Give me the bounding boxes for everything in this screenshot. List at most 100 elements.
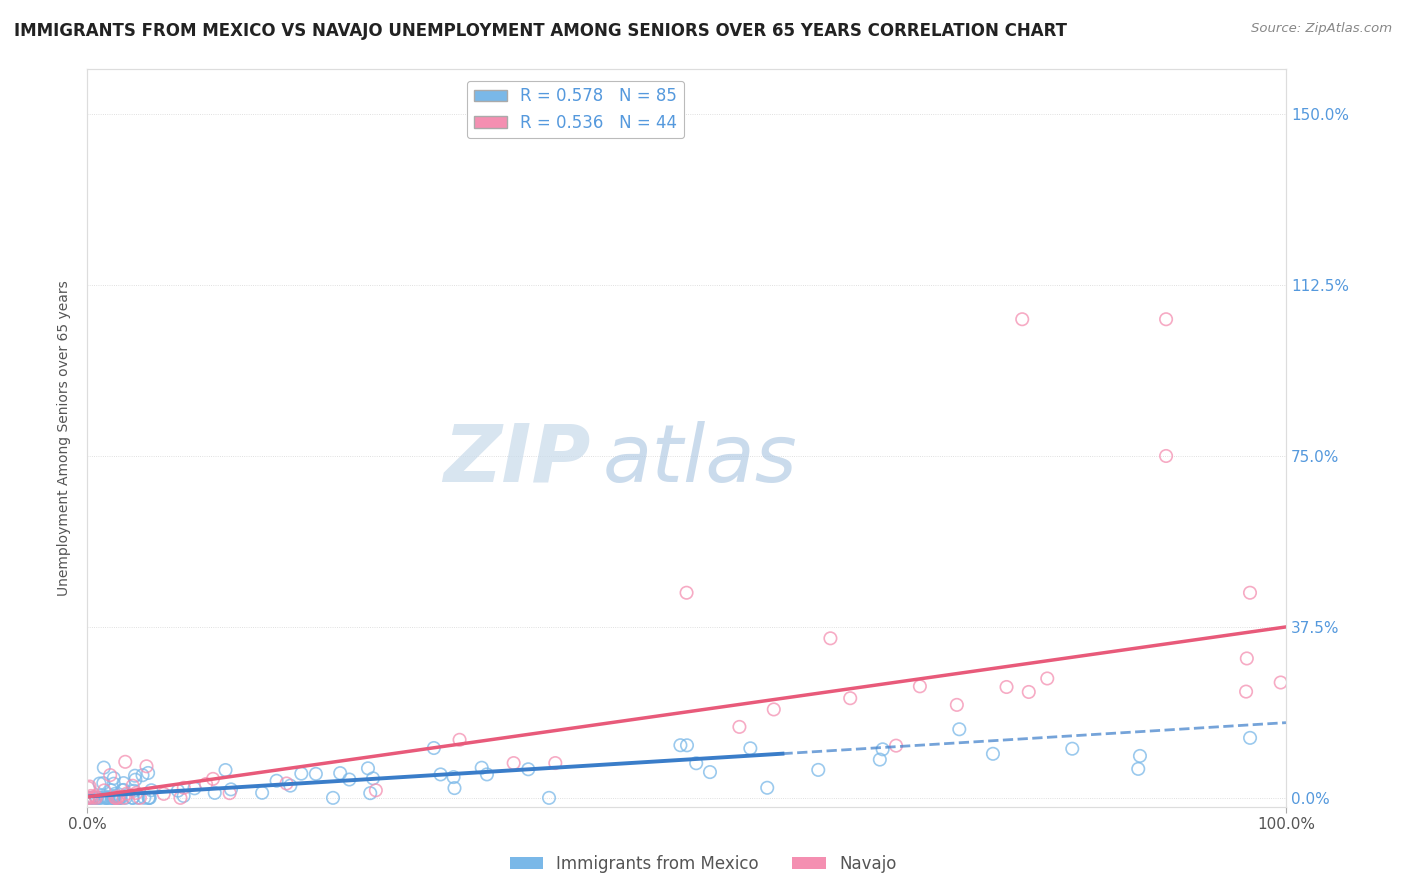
- Point: [136, 766, 159, 780]
- Point: [872, 742, 894, 756]
- Point: [502, 756, 524, 770]
- Point: [89, 776, 111, 790]
- Point: [1236, 651, 1258, 665]
- Y-axis label: Unemployment Among Seniors over 65 years: Unemployment Among Seniors over 65 years: [58, 280, 72, 596]
- Point: [173, 789, 195, 803]
- Point: [1129, 748, 1152, 763]
- Point: [77, 780, 100, 795]
- Point: [134, 790, 156, 805]
- Point: [1128, 762, 1150, 776]
- Point: [79, 780, 101, 794]
- Point: [204, 786, 226, 800]
- Point: [475, 767, 498, 781]
- Point: [104, 787, 127, 801]
- Point: [699, 765, 721, 780]
- Point: [1239, 731, 1261, 745]
- Point: [101, 790, 124, 805]
- Point: [981, 747, 1004, 761]
- Point: [517, 762, 540, 776]
- Point: [124, 772, 146, 787]
- Point: [676, 739, 699, 753]
- Point: [290, 766, 312, 780]
- Point: [364, 783, 387, 797]
- Point: [100, 783, 122, 797]
- Point: [125, 786, 148, 800]
- Point: [429, 767, 451, 781]
- Point: [1270, 675, 1292, 690]
- Point: [121, 790, 143, 805]
- Point: [740, 741, 762, 756]
- Point: [544, 756, 567, 770]
- Point: [103, 789, 125, 804]
- Point: [121, 779, 143, 793]
- Point: [112, 790, 135, 805]
- Point: [685, 756, 707, 771]
- Point: [471, 761, 494, 775]
- Point: [322, 790, 344, 805]
- Point: [141, 783, 163, 797]
- Point: [537, 790, 560, 805]
- Point: [121, 790, 143, 805]
- Point: [84, 789, 107, 804]
- Text: ZIP: ZIP: [443, 421, 591, 499]
- Point: [250, 786, 273, 800]
- Point: [908, 679, 931, 693]
- Point: [839, 691, 862, 706]
- Text: Source: ZipAtlas.com: Source: ZipAtlas.com: [1251, 22, 1392, 36]
- Point: [80, 790, 103, 805]
- Point: [1154, 312, 1177, 326]
- Point: [94, 789, 117, 804]
- Point: [105, 790, 128, 805]
- Point: [152, 787, 174, 801]
- Point: [124, 769, 146, 783]
- Point: [103, 790, 125, 805]
- Point: [94, 790, 117, 805]
- Point: [1011, 312, 1033, 326]
- Point: [104, 790, 127, 805]
- Point: [103, 777, 125, 791]
- Point: [201, 772, 224, 786]
- Point: [111, 783, 134, 797]
- Point: [82, 790, 104, 805]
- Point: [138, 790, 160, 805]
- Point: [114, 790, 136, 805]
- Point: [94, 790, 117, 805]
- Point: [138, 790, 160, 805]
- Point: [1036, 672, 1059, 686]
- Point: [91, 776, 114, 790]
- Point: [357, 761, 380, 775]
- Point: [195, 777, 218, 791]
- Point: [361, 772, 384, 786]
- Point: [183, 781, 205, 796]
- Point: [107, 789, 129, 804]
- Point: [359, 786, 381, 800]
- Point: [329, 766, 352, 780]
- Point: [443, 780, 465, 795]
- Point: [756, 780, 779, 795]
- Point: [112, 776, 135, 790]
- Point: [80, 789, 103, 803]
- Point: [112, 783, 135, 797]
- Point: [675, 586, 697, 600]
- Point: [80, 790, 103, 805]
- Point: [423, 741, 446, 756]
- Point: [762, 702, 785, 716]
- Point: [214, 763, 236, 777]
- Point: [807, 763, 830, 777]
- Point: [107, 790, 129, 805]
- Point: [97, 790, 120, 805]
- Point: [337, 772, 360, 787]
- Point: [77, 790, 100, 805]
- Point: [443, 770, 465, 784]
- Point: [173, 780, 195, 795]
- Point: [131, 768, 153, 782]
- Point: [127, 790, 149, 805]
- Legend: Immigrants from Mexico, Navajo: Immigrants from Mexico, Navajo: [503, 848, 903, 880]
- Point: [107, 790, 129, 805]
- Point: [86, 790, 108, 805]
- Point: [103, 790, 125, 805]
- Point: [114, 755, 136, 769]
- Point: [100, 790, 122, 805]
- Point: [169, 790, 191, 805]
- Point: [276, 776, 298, 790]
